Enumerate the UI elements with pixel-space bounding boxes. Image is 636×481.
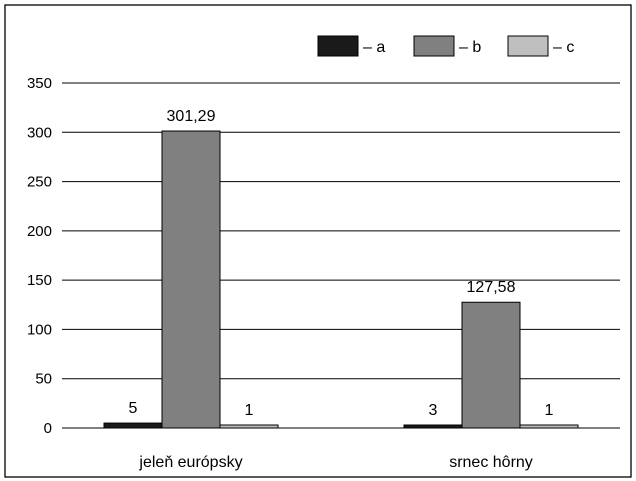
category-labels: jeleň európsky srnec hôrny	[138, 454, 532, 471]
category-label: jeleň európsky	[138, 454, 242, 471]
y-tick-label: 250	[27, 174, 52, 191]
legend-swatch	[413, 35, 455, 57]
y-axis-tick-labels: 0 50 100 150 200 250 300 350	[27, 75, 52, 437]
data-labels: 5 301,29 1 3 127,58 1	[129, 108, 554, 419]
data-label: 5	[129, 400, 138, 417]
legend: – a – b – c	[317, 35, 574, 57]
y-tick-label: 150	[27, 272, 52, 289]
y-tick-label: 50	[35, 371, 52, 388]
category-label: srnec hôrny	[449, 454, 533, 471]
data-label: 127,58	[467, 279, 516, 296]
legend-label: – a	[363, 39, 385, 56]
bar	[403, 424, 463, 429]
y-tick-label: 350	[27, 75, 52, 92]
legend-label: – b	[459, 39, 481, 56]
bar	[219, 424, 279, 429]
legend-swatch	[317, 35, 359, 57]
y-tick-label: 0	[44, 420, 52, 437]
chart-frame	[4, 4, 632, 478]
data-label: 301,29	[167, 108, 216, 125]
data-label: 3	[429, 402, 438, 419]
legend-swatch	[507, 35, 549, 57]
legend-label: – c	[553, 39, 574, 56]
data-label: 1	[245, 402, 254, 419]
y-tick-label: 300	[27, 124, 52, 141]
bar	[103, 422, 163, 429]
bars	[103, 130, 579, 429]
gridlines	[62, 82, 620, 429]
data-label: 1	[545, 402, 554, 419]
bar	[161, 130, 221, 429]
bar	[461, 301, 521, 429]
bar	[519, 424, 579, 429]
y-tick-label: 100	[27, 321, 52, 338]
y-tick-label: 200	[27, 223, 52, 240]
